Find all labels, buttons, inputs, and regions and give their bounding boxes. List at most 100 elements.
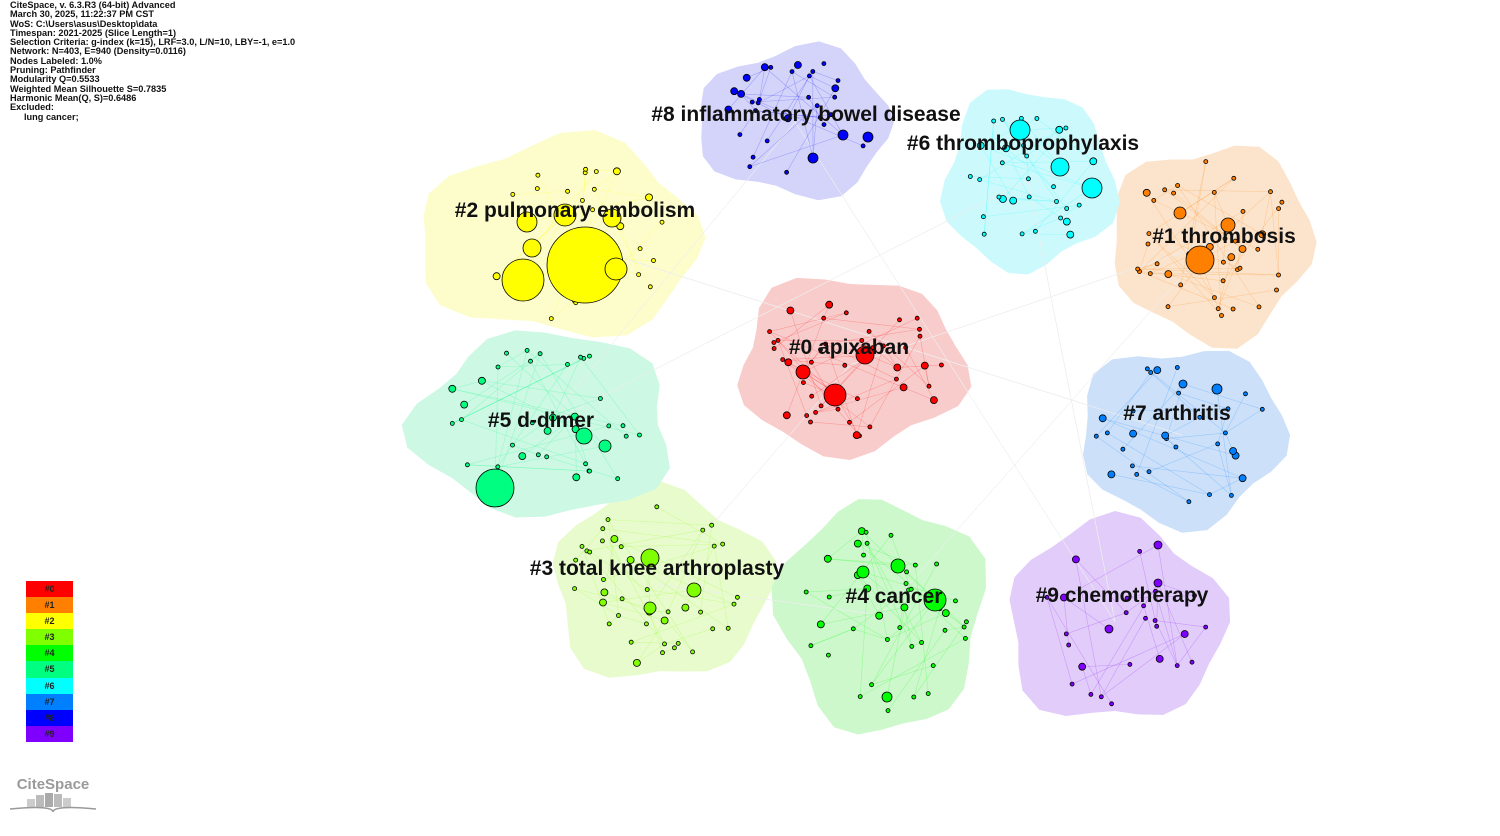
keyword-node[interactable] bbox=[548, 316, 554, 322]
keyword-node[interactable] bbox=[735, 594, 740, 600]
keyword-node[interactable] bbox=[753, 108, 758, 113]
keyword-node[interactable] bbox=[1178, 282, 1184, 288]
keyword-node[interactable] bbox=[786, 306, 795, 315]
keyword-node[interactable] bbox=[885, 708, 891, 713]
keyword-node[interactable] bbox=[914, 315, 920, 321]
keyword-node[interactable] bbox=[1135, 266, 1141, 272]
keyword-node[interactable] bbox=[633, 659, 641, 667]
keyword-node[interactable] bbox=[510, 191, 516, 197]
keyword-node[interactable] bbox=[1259, 406, 1265, 412]
keyword-node[interactable] bbox=[1063, 125, 1069, 131]
keyword-node[interactable] bbox=[999, 160, 1005, 166]
keyword-node[interactable] bbox=[572, 473, 581, 482]
keyword-node[interactable] bbox=[1223, 430, 1228, 436]
keyword-node[interactable] bbox=[801, 380, 806, 386]
keyword-node[interactable] bbox=[1009, 196, 1018, 205]
keyword-node[interactable] bbox=[1066, 230, 1075, 239]
keyword-node[interactable] bbox=[1162, 187, 1168, 193]
keyword-node[interactable] bbox=[939, 362, 944, 368]
keyword-node[interactable] bbox=[659, 219, 665, 225]
keyword-node[interactable] bbox=[1161, 431, 1170, 440]
keyword-node[interactable] bbox=[510, 442, 515, 448]
keyword-node[interactable] bbox=[654, 504, 660, 510]
keyword-node[interactable] bbox=[742, 73, 751, 82]
keyword-node[interactable] bbox=[737, 90, 745, 98]
keyword-node[interactable] bbox=[816, 620, 825, 629]
keyword-node[interactable] bbox=[1104, 430, 1110, 436]
keyword-node[interactable] bbox=[619, 596, 625, 602]
keyword-node[interactable] bbox=[1227, 253, 1236, 262]
keyword-node[interactable] bbox=[908, 586, 914, 592]
keyword-node[interactable] bbox=[522, 238, 542, 258]
keyword-node[interactable] bbox=[651, 258, 656, 263]
keyword-node[interactable] bbox=[911, 694, 917, 700]
keyword-node[interactable] bbox=[1130, 463, 1135, 469]
keyword-node[interactable] bbox=[1145, 241, 1151, 247]
keyword-node[interactable] bbox=[775, 337, 781, 343]
keyword-node[interactable] bbox=[1258, 230, 1267, 239]
keyword-node[interactable] bbox=[917, 326, 922, 332]
keyword-node[interactable] bbox=[1274, 287, 1279, 293]
keyword-node[interactable] bbox=[1142, 188, 1151, 197]
keyword-node[interactable] bbox=[869, 682, 874, 688]
keyword-node[interactable] bbox=[1058, 215, 1063, 221]
keyword-node[interactable] bbox=[1171, 190, 1176, 196]
keyword-node[interactable] bbox=[1109, 701, 1114, 707]
keyword-node[interactable] bbox=[1207, 492, 1212, 498]
keyword-node[interactable] bbox=[518, 452, 527, 461]
keyword-node[interactable] bbox=[524, 347, 530, 353]
keyword-node[interactable] bbox=[602, 208, 622, 228]
keyword-node[interactable] bbox=[645, 193, 653, 202]
keyword-node[interactable] bbox=[856, 565, 870, 579]
keyword-node[interactable] bbox=[543, 426, 552, 435]
keyword-node[interactable] bbox=[981, 214, 986, 220]
keyword-node[interactable] bbox=[710, 626, 716, 632]
keyword-node[interactable] bbox=[1124, 595, 1130, 601]
keyword-node[interactable] bbox=[1144, 366, 1150, 372]
keyword-node[interactable] bbox=[771, 340, 777, 345]
keyword-node[interactable] bbox=[1231, 175, 1237, 181]
keyword-node[interactable] bbox=[894, 376, 899, 382]
keyword-node[interactable] bbox=[821, 315, 827, 321]
keyword-node[interactable] bbox=[1024, 153, 1030, 159]
keyword-node[interactable] bbox=[823, 341, 828, 347]
keyword-node[interactable] bbox=[1051, 184, 1056, 190]
keyword-node[interactable] bbox=[686, 582, 702, 598]
keyword-node[interactable] bbox=[553, 203, 577, 227]
keyword-node[interactable] bbox=[1076, 202, 1082, 208]
keyword-node[interactable] bbox=[711, 543, 717, 549]
keyword-node[interactable] bbox=[618, 544, 624, 550]
keyword-node[interactable] bbox=[780, 357, 786, 363]
keyword-node[interactable] bbox=[628, 639, 634, 645]
keyword-node[interactable] bbox=[573, 557, 579, 563]
keyword-node[interactable] bbox=[1148, 370, 1154, 375]
keyword-node[interactable] bbox=[842, 362, 848, 368]
keyword-node[interactable] bbox=[826, 594, 832, 600]
keyword-node[interactable] bbox=[529, 420, 535, 426]
keyword-node[interactable] bbox=[492, 272, 501, 281]
keyword-node[interactable] bbox=[821, 61, 827, 66]
keyword-node[interactable] bbox=[813, 409, 818, 415]
keyword-node[interactable] bbox=[1134, 471, 1140, 477]
keyword-node[interactable] bbox=[1255, 246, 1261, 252]
keyword-node[interactable] bbox=[1276, 206, 1281, 212]
keyword-node[interactable] bbox=[1180, 630, 1189, 638]
keyword-node[interactable] bbox=[784, 358, 793, 367]
keyword-node[interactable] bbox=[903, 345, 909, 350]
keyword-node[interactable] bbox=[750, 154, 756, 160]
keyword-node[interactable] bbox=[881, 343, 886, 349]
keyword-node[interactable] bbox=[565, 188, 570, 194]
keyword-node[interactable] bbox=[477, 376, 486, 385]
keyword-node[interactable] bbox=[1155, 655, 1164, 663]
keyword-node[interactable] bbox=[599, 598, 607, 607]
keyword-node[interactable] bbox=[828, 112, 834, 118]
keyword-node[interactable] bbox=[1230, 306, 1236, 312]
keyword-node[interactable] bbox=[930, 396, 938, 405]
keyword-node[interactable] bbox=[1146, 231, 1152, 237]
keyword-node[interactable] bbox=[495, 364, 501, 370]
keyword-node[interactable] bbox=[587, 549, 593, 555]
keyword-node[interactable] bbox=[448, 384, 457, 393]
keyword-node[interactable] bbox=[675, 641, 681, 646]
keyword-node[interactable] bbox=[888, 532, 894, 538]
keyword-node[interactable] bbox=[782, 411, 791, 420]
